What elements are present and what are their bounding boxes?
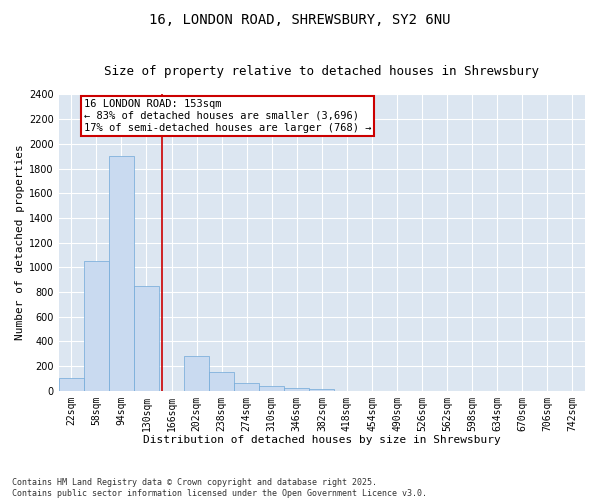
Text: 16 LONDON ROAD: 153sqm
← 83% of detached houses are smaller (3,696)
17% of semi-: 16 LONDON ROAD: 153sqm ← 83% of detached…	[84, 100, 371, 132]
Bar	[209, 372, 234, 390]
Title: Size of property relative to detached houses in Shrewsbury: Size of property relative to detached ho…	[104, 65, 539, 78]
Text: Contains HM Land Registry data © Crown copyright and database right 2025.
Contai: Contains HM Land Registry data © Crown c…	[12, 478, 427, 498]
Bar	[234, 384, 259, 390]
Bar	[59, 378, 84, 390]
X-axis label: Distribution of detached houses by size in Shrewsbury: Distribution of detached houses by size …	[143, 435, 501, 445]
Bar	[259, 386, 284, 390]
Y-axis label: Number of detached properties: Number of detached properties	[15, 144, 25, 340]
Bar	[134, 286, 159, 391]
Text: 16, LONDON ROAD, SHREWSBURY, SY2 6NU: 16, LONDON ROAD, SHREWSBURY, SY2 6NU	[149, 12, 451, 26]
Bar	[284, 388, 310, 390]
Bar	[109, 156, 134, 390]
Bar	[184, 356, 209, 390]
Bar	[84, 261, 109, 390]
